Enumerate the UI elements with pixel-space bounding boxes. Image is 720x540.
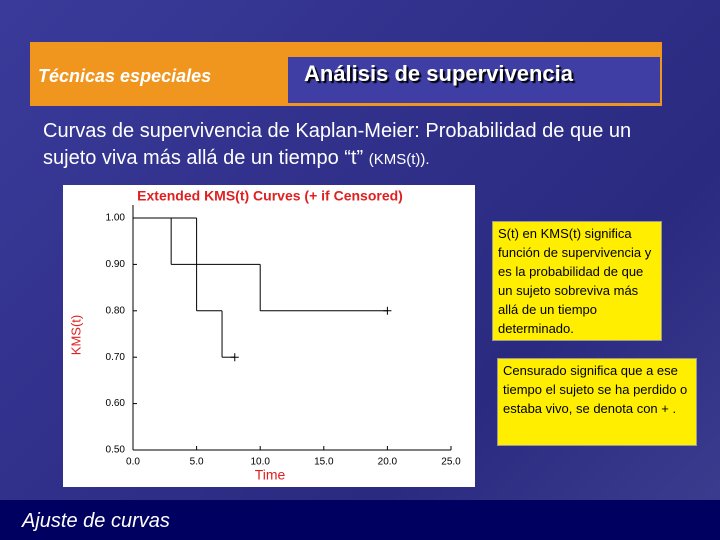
y-tick-label: 0.90 [106,259,126,270]
note-box: S(t) en KMS(t) significa función de supe… [492,221,662,341]
y-tick-label: 0.60 [106,398,126,409]
chart: Extended KMS(t) Curves (+ if Censored) T… [68,188,461,483]
chart-panel: Extended KMS(t) Curves (+ if Censored) T… [63,185,475,487]
section-label: Técnicas especiales [38,66,212,86]
x-tick-label: 20.0 [378,457,398,468]
x-tick-label: 25.0 [441,457,461,468]
y-tick-label: 0.70 [106,352,126,363]
body-main: Curvas de supervivencia de Kaplan-Meier:… [43,120,632,169]
body-small: (KMS(t)). [368,151,430,168]
censor-mark [230,353,239,362]
x-tick-label: 15.0 [314,457,334,468]
x-tick-label: 10.0 [250,457,270,468]
footer-text: Ajuste de curvas [22,510,170,532]
y-axis-label: KMS(t) [68,315,83,355]
y-tick-label: 0.50 [106,445,126,456]
note-box: Censurado significa que a ese tiempo el … [497,358,697,446]
x-tick-label: 5.0 [190,457,204,468]
slide-title: Análisis de supervivencia [304,61,574,86]
y-tick-label: 0.80 [106,305,126,316]
footer-bar [0,500,720,540]
body-text: Curvas de supervivencia de Kaplan-Meier:… [43,118,683,173]
chart-title: Extended KMS(t) Curves (+ if Censored) [137,188,403,204]
censor-mark [383,306,392,315]
x-axis-label: Time [255,467,286,483]
x-tick-label: 0.0 [126,457,140,468]
y-tick-label: 1.00 [106,213,126,224]
title-box [288,57,660,103]
